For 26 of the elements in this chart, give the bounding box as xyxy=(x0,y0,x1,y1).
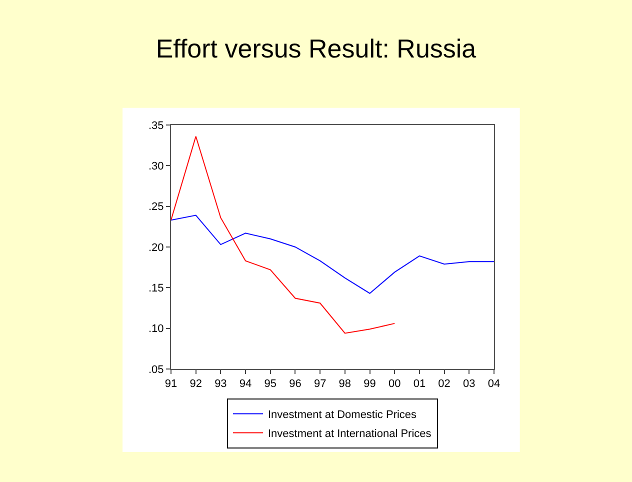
legend-label: Investment at Domestic Prices xyxy=(268,409,418,422)
x-tick-label: 96 xyxy=(289,378,302,390)
x-tick-label: 98 xyxy=(338,378,352,390)
y-tick-label: .30 xyxy=(148,160,164,173)
chart-title: Effort versus Result: Russia xyxy=(156,33,477,64)
x-tick-label: 01 xyxy=(413,378,426,390)
y-tick-label: .20 xyxy=(148,242,164,254)
x-tick-label: 95 xyxy=(264,378,277,390)
x-tick-label: 00 xyxy=(388,378,401,390)
legend-label: Investment at International Prices xyxy=(268,428,432,440)
y-tick-label: .05 xyxy=(148,364,164,376)
x-tick-label: 03 xyxy=(463,378,476,390)
x-tick-label: 92 xyxy=(190,378,202,390)
x-tick-label: 02 xyxy=(438,378,450,390)
y-tick-label: .10 xyxy=(148,323,164,336)
line-series xyxy=(171,136,396,334)
x-tick-label: 93 xyxy=(214,378,227,390)
x-tick-label: 91 xyxy=(164,378,178,390)
x-tick-label: 94 xyxy=(239,378,252,390)
line-series xyxy=(171,214,494,294)
x-tick-label: 99 xyxy=(364,378,376,390)
y-tick-label: .25 xyxy=(148,201,164,214)
x-tick-label: 04 xyxy=(488,378,500,390)
y-tick-label: .15 xyxy=(148,282,164,295)
x-tick-label: 97 xyxy=(314,378,326,390)
y-tick-label: .35 xyxy=(148,120,164,132)
